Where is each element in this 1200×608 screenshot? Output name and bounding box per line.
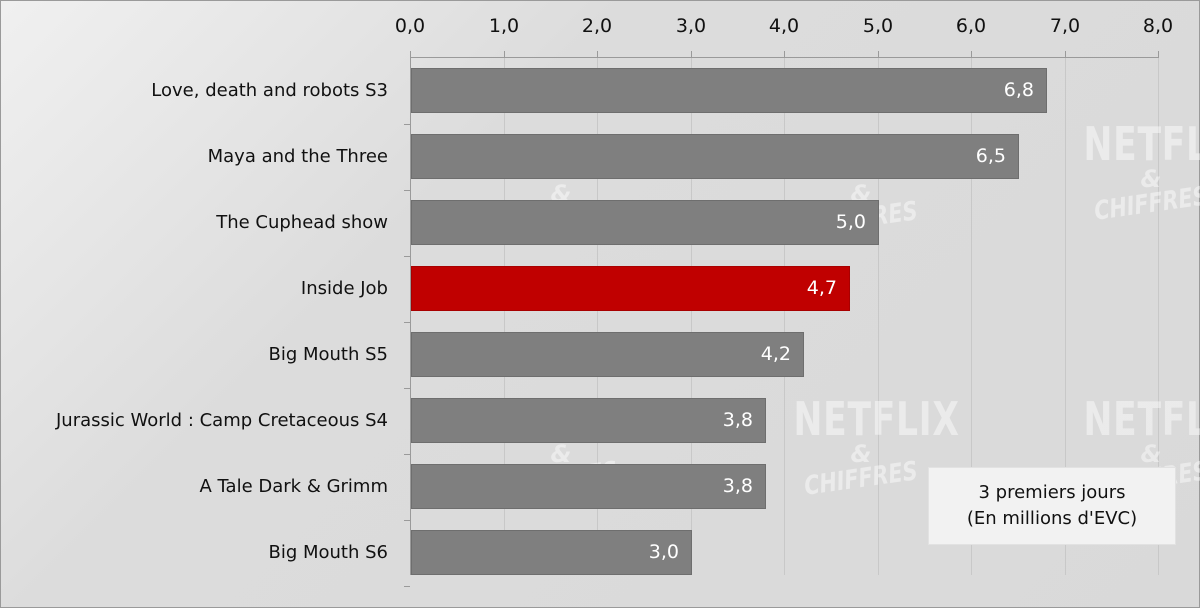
- x-tick-label: 8,0: [1142, 15, 1174, 37]
- x-tick-label: 4,0: [768, 15, 800, 37]
- bar: 3,8: [411, 464, 766, 509]
- watermark-text: NETFLIX: [1083, 117, 1200, 171]
- watermark-text: &: [1140, 165, 1162, 193]
- x-tick-mark: [504, 51, 505, 58]
- watermark-text: &: [850, 440, 872, 468]
- watermark-text: &: [1140, 440, 1162, 468]
- x-tick-mark: [1158, 51, 1159, 58]
- gridline: [504, 58, 505, 575]
- gridline: [784, 58, 785, 575]
- category-label: The Cuphead show: [216, 212, 388, 233]
- bar-value-label: 5,0: [835, 211, 866, 233]
- x-tick-label: 1,0: [488, 15, 520, 37]
- y-tick-mark: [404, 388, 410, 389]
- x-tick-label: 3,0: [675, 15, 707, 37]
- watermark: NETFLIX&CHIFFRES: [1061, 117, 1200, 227]
- bar: 4,7: [411, 266, 850, 311]
- watermark-text: CHIFFRES: [802, 456, 920, 502]
- y-tick-mark: [404, 586, 410, 587]
- x-tick-mark: [784, 51, 785, 58]
- bar-value-label: 6,8: [1003, 79, 1034, 101]
- gridline: [971, 58, 972, 575]
- watermark-text: &: [550, 440, 572, 468]
- x-tick-mark: [597, 51, 598, 58]
- bar: 3,0: [411, 530, 692, 575]
- x-tick-label: 7,0: [1049, 15, 1081, 37]
- category-label: Maya and the Three: [207, 146, 388, 167]
- bar-value-label: 4,2: [760, 343, 791, 365]
- category-label: Jurassic World : Camp Cretaceous S4: [56, 410, 388, 431]
- x-tick-mark: [691, 51, 692, 58]
- gridline: [691, 58, 692, 575]
- y-tick-mark: [404, 322, 410, 323]
- legend-box: 3 premiers jours (En millions d'EVC): [928, 467, 1176, 545]
- x-tick-mark: [878, 51, 879, 58]
- x-tick-label: 2,0: [581, 15, 613, 37]
- category-label: Big Mouth S5: [268, 344, 388, 365]
- bar: 4,2: [411, 332, 804, 377]
- watermark: NETFLIX&CHIFFRES: [771, 392, 960, 502]
- legend-line-1: 3 premiers jours: [978, 482, 1126, 503]
- gridline: [1158, 58, 1159, 575]
- x-tick-label: 5,0: [862, 15, 894, 37]
- x-tick-mark: [410, 51, 411, 58]
- category-label: Big Mouth S6: [268, 542, 388, 563]
- category-label: Love, death and robots S3: [151, 80, 388, 101]
- y-tick-mark: [404, 454, 410, 455]
- watermark-text: NETFLIX: [793, 392, 960, 446]
- x-tick-label: 0,0: [394, 15, 426, 37]
- bar-value-label: 6,5: [975, 145, 1006, 167]
- x-tick-mark: [971, 51, 972, 58]
- y-axis-line: [410, 58, 411, 575]
- bar-value-label: 4,7: [806, 277, 837, 299]
- y-tick-mark: [404, 520, 410, 521]
- x-tick-label: 6,0: [955, 15, 987, 37]
- gridline: [597, 58, 598, 575]
- watermark-text: CHIFFRES: [1092, 181, 1200, 227]
- y-tick-mark: [404, 190, 410, 191]
- bar-value-label: 3,8: [722, 475, 753, 497]
- bar: 5,0: [411, 200, 879, 245]
- gridline: [878, 58, 879, 575]
- bar-value-label: 3,0: [648, 541, 679, 563]
- bar: 6,5: [411, 134, 1019, 179]
- category-label: Inside Job: [300, 278, 388, 299]
- y-tick-mark: [404, 256, 410, 257]
- category-label: A Tale Dark & Grimm: [199, 476, 389, 497]
- gridline: [1065, 58, 1066, 575]
- x-tick-mark: [1065, 51, 1066, 58]
- bar-value-label: 3,8: [722, 409, 753, 431]
- legend-line-2: (En millions d'EVC): [966, 508, 1138, 529]
- watermark-text: NETFLIX: [1083, 392, 1200, 446]
- y-tick-mark: [404, 124, 410, 125]
- bar: 3,8: [411, 398, 766, 443]
- bar: 6,8: [411, 68, 1047, 113]
